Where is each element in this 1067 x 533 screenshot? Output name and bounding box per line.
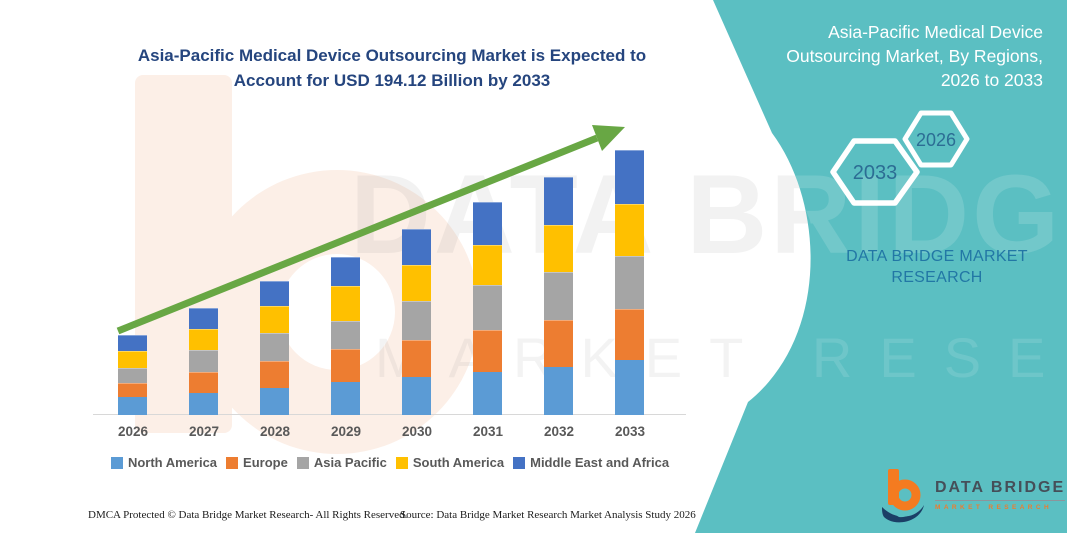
bar-2030 [402, 229, 431, 415]
legend-label: Europe [243, 455, 288, 470]
legend-item-europe: Europe [226, 455, 288, 470]
bar-segment-middle-east-and-africa [473, 202, 502, 245]
bar-segment-south-america [260, 306, 289, 333]
bar-segment-north-america [473, 372, 502, 415]
bar-segment-europe [402, 340, 431, 377]
chart-title: Asia-Pacific Medical Device Outsourcing … [137, 46, 647, 90]
hexagon-2026 [902, 110, 970, 168]
bar-segment-middle-east-and-africa [260, 281, 289, 306]
legend-label: Middle East and Africa [530, 455, 670, 470]
bar-segment-europe [544, 320, 573, 367]
legend-item-north-america: North America [110, 455, 218, 470]
bar-2027 [189, 308, 218, 415]
bar-segment-asia-pacific [615, 256, 644, 309]
legend-label: Asia Pacific [313, 455, 387, 470]
bar-2028 [260, 281, 289, 415]
dbmr-logo-subtitle: MARKET RESEARCH [935, 504, 1053, 511]
bar-segment-middle-east-and-africa [189, 308, 218, 329]
legend-item-middle-east-and-africa: Middle East and Africa [513, 455, 669, 470]
footer-dmca-text: DMCA Protected © Data Bridge Market Rese… [88, 509, 408, 521]
x-axis-label-2028: 2028 [259, 424, 291, 439]
legend-swatch [395, 456, 408, 469]
bar-segment-europe [260, 361, 289, 388]
bar-segment-north-america [615, 360, 644, 415]
x-axis-label-2032: 2032 [543, 424, 575, 439]
hexagon-2026-label: 2026 [916, 130, 956, 150]
bar-segment-south-america [544, 225, 573, 272]
dbmr-logo-text: DATA BRIDGE MARKET RESEARCH [935, 479, 1066, 511]
bar-2031 [473, 202, 502, 415]
chart-legend: North America Europe Asia Pacific South Ame… [88, 455, 692, 470]
bar-segment-north-america [331, 382, 360, 415]
bar-segment-south-america [615, 204, 644, 256]
dbmr-logo-title: DATA BRIDGE [935, 479, 1066, 501]
footer-source-text: Source: Data Bridge Market Research Mark… [400, 509, 696, 521]
hexagon-2033-label: 2033 [853, 162, 898, 184]
bar-segment-north-america [544, 367, 573, 415]
legend-label: North America [127, 455, 218, 470]
bar-segment-europe [473, 330, 502, 372]
brand-text: DATA BRIDGE MARKET RESEARCH [846, 248, 1028, 286]
x-axis-label-2033: 2033 [614, 424, 646, 439]
bar-2026 [118, 335, 147, 415]
bar-2032 [544, 177, 573, 415]
legend-swatch [110, 456, 123, 469]
x-axis-label-2030: 2030 [401, 424, 433, 439]
x-axis-label-2026: 2026 [117, 424, 149, 439]
bar-segment-asia-pacific [118, 368, 147, 383]
bar-2029 [331, 257, 360, 415]
bar-segment-south-america [402, 265, 431, 301]
bar-segment-north-america [260, 388, 289, 415]
hexagon-badges: 2033 2026 [830, 110, 970, 206]
bar-segment-south-america [189, 329, 218, 350]
bar-segment-asia-pacific [473, 285, 502, 330]
legend-swatch [296, 456, 309, 469]
legend-item-asia-pacific: Asia Pacific [296, 455, 387, 470]
bar-segment-asia-pacific [260, 333, 289, 361]
bar-segment-middle-east-and-africa [331, 257, 360, 286]
bar-segment-asia-pacific [544, 272, 573, 320]
legend-swatch [226, 456, 239, 469]
bar-segment-middle-east-and-africa [118, 335, 147, 351]
hexagon-2033 [830, 138, 920, 206]
x-axis-label-2029: 2029 [330, 424, 362, 439]
dbmr-logo-icon [882, 469, 924, 523]
x-axis-line [93, 414, 686, 415]
bar-segment-north-america [402, 377, 431, 415]
legend-swatch [513, 456, 526, 469]
bar-segment-asia-pacific [189, 350, 218, 372]
bar-2033 [615, 150, 644, 415]
bar-segment-europe [118, 383, 147, 397]
bar-segment-middle-east-and-africa [544, 177, 573, 225]
x-axis-label-2027: 2027 [188, 424, 220, 439]
bar-segment-asia-pacific [402, 301, 431, 340]
bar-segment-asia-pacific [331, 321, 360, 349]
bar-segment-europe [331, 349, 360, 382]
legend-label: South America [412, 455, 505, 470]
bar-segment-south-america [473, 245, 502, 285]
bar-segment-europe [189, 372, 218, 393]
legend-item-south-america: South America [395, 455, 505, 470]
bar-segment-middle-east-and-africa [402, 229, 431, 265]
bar-segment-north-america [118, 397, 147, 415]
bar-segment-south-america [118, 351, 147, 368]
bar-segment-north-america [189, 393, 218, 415]
x-axis-label-2031: 2031 [472, 424, 504, 439]
bar-segment-middle-east-and-africa [615, 150, 644, 204]
dbmr-logo: DATA BRIDGE MARKET RESEARCH [880, 467, 1066, 523]
side-panel-title: Asia-Pacific Medical Device Outsourcing … [786, 22, 1043, 90]
bar-segment-south-america [331, 286, 360, 321]
bar-segment-europe [615, 309, 644, 360]
